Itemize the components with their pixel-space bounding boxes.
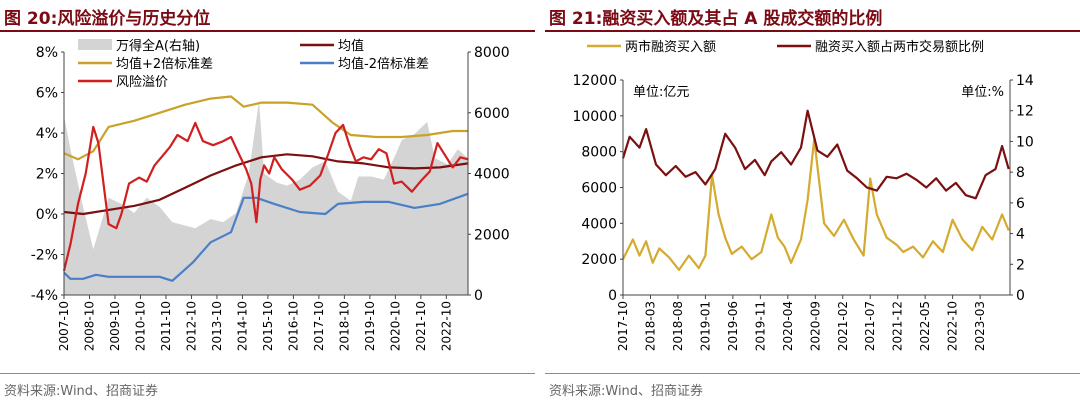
right-chart-panel: 图 21:融资买入额及其占 A 股成交额的比例 0 2000 4000 6000 800… [545, 0, 1080, 405]
x-tick-label: 2018-03 [643, 301, 657, 351]
risk-premium-chart: -4% -2% 0% 2% 4% 6% 8% 0 2000 4000 6000 8000 2007-10… [31, 38, 510, 351]
x-tick-label: 2017-10 [312, 301, 326, 351]
left-chart-title: 图 20:风险溢价与历史分位 [4, 9, 211, 29]
left-tick-label: 2% [36, 167, 58, 183]
left-tick-label: 4000 [581, 216, 617, 232]
left-tick-label: 0% [36, 207, 58, 223]
right-tick-label: 0 [474, 288, 483, 304]
right-tick-label: 8 [1016, 165, 1025, 181]
right-tick-label: 14 [1016, 73, 1034, 89]
left-tick-label: 8000 [581, 145, 617, 161]
x-tick-label: 2009-10 [108, 301, 122, 351]
legend-label: 均值-2倍标准差 [338, 56, 429, 72]
right-tick-label: 0 [1016, 288, 1025, 304]
left-tick-label: 6% [36, 86, 58, 102]
legend-label: 万得全A(右轴) [116, 38, 200, 54]
left-source-rule [0, 373, 535, 374]
x-tick-label: 2013-10 [210, 301, 224, 351]
x-tick-label: 2011-10 [159, 301, 173, 351]
legend-label-ratio: 融资买入额占两市交易额比例 [815, 39, 984, 55]
x-tick-label: 2015-10 [261, 301, 275, 351]
right-tick-label: 4 [1016, 227, 1025, 243]
right-chart-title: 图 21:融资买入额及其占 A 股成交额的比例 [549, 9, 883, 29]
x-tick-label: 2022-10 [946, 301, 960, 351]
left-tick-label: 0 [608, 288, 617, 304]
x-tick-label: 2020-10 [388, 301, 402, 351]
x-tick-label: 2020-04 [781, 301, 795, 351]
x-tick-label: 2020-09 [808, 301, 822, 351]
right-tick-label: 6 [1016, 196, 1025, 212]
legend-swatch-area [78, 39, 112, 50]
x-tick-label: 2019-01 [698, 301, 712, 351]
x-tick-label: 2023-03 [973, 301, 987, 351]
right-chart-source: 资料来源:Wind、招商证券 [549, 384, 704, 399]
margin-buy-ratio-line [621, 109, 1010, 200]
right-tick-label: 12 [1016, 104, 1034, 120]
left-tick-label: 4% [36, 126, 58, 142]
x-tick-label: 2022-10 [439, 301, 453, 351]
right-tick-label: 4000 [474, 167, 510, 183]
left-tick-label: -2% [31, 248, 58, 264]
x-tick-label: 2018-08 [671, 301, 685, 351]
legend-label: 均值 [338, 38, 364, 54]
left-tick-label: 10000 [572, 109, 617, 125]
left-tick-label: 6000 [581, 181, 617, 197]
right-unit-label: 单位:% [961, 85, 1004, 100]
right-tick-label: 6000 [474, 106, 510, 122]
x-tick-label: 2016-10 [286, 301, 300, 351]
left-unit-label: 单位:亿元 [633, 85, 689, 100]
x-tick-label: 2019-06 [726, 301, 740, 351]
left-tick-label: -4% [31, 288, 58, 304]
lower-band-line [63, 192, 469, 282]
x-tick-label: 2019-11 [753, 301, 767, 351]
legend-label: 均值+2倍标准差 [116, 56, 213, 72]
x-tick-label: 2017-10 [616, 301, 630, 351]
right-title-rule [545, 30, 1080, 32]
margin-buy-amount-line [622, 138, 1010, 271]
right-source-rule [545, 373, 1080, 374]
x-tick-label: 2021-12 [891, 301, 905, 351]
x-tick-label: 2021-10 [414, 301, 428, 351]
right-tick-label: 8000 [474, 45, 510, 61]
margin-financing-chart: 0 2000 4000 6000 8000 10000 12000 0 2 4 6 8 10 12 14 20… [572, 39, 1034, 351]
wind-all-a-area [64, 100, 468, 295]
left-chart-panel: 图 20:风险溢价与历史分位 -4% -2% 0% 2% 4% 6% 8% 0 2000 4000… [0, 0, 535, 405]
x-tick-label: 2022-05 [918, 301, 932, 351]
x-tick-label: 2018-10 [337, 301, 351, 351]
mean-line [63, 153, 469, 216]
x-tick-label: 2021-02 [836, 301, 850, 351]
left-tick-label: 12000 [572, 73, 617, 89]
x-tick-label: 2007-10 [57, 301, 71, 351]
right-tick-label: 10 [1016, 134, 1034, 150]
x-tick-label: 2010-10 [133, 301, 147, 351]
legend-label-amount: 两市融资买入额 [625, 39, 716, 55]
x-tick-label: 2019-10 [363, 301, 377, 351]
left-tick-label: 8% [36, 45, 58, 61]
risk-premium-line [62, 121, 469, 271]
right-tick-label: 2 [1016, 257, 1025, 273]
left-tick-label: 2000 [581, 252, 617, 268]
legend-label: 风险溢价 [116, 75, 168, 90]
x-tick-label: 2012-10 [184, 301, 198, 351]
right-tick-label: 2000 [474, 227, 510, 243]
left-chart-source: 资料来源:Wind、招商证券 [4, 384, 159, 399]
x-tick-label: 2014-10 [235, 301, 249, 351]
left-title-rule [0, 30, 535, 32]
x-tick-label: 2021-07 [863, 301, 877, 351]
upper-band-line [63, 95, 468, 161]
x-tick-label: 2008-10 [82, 301, 96, 351]
